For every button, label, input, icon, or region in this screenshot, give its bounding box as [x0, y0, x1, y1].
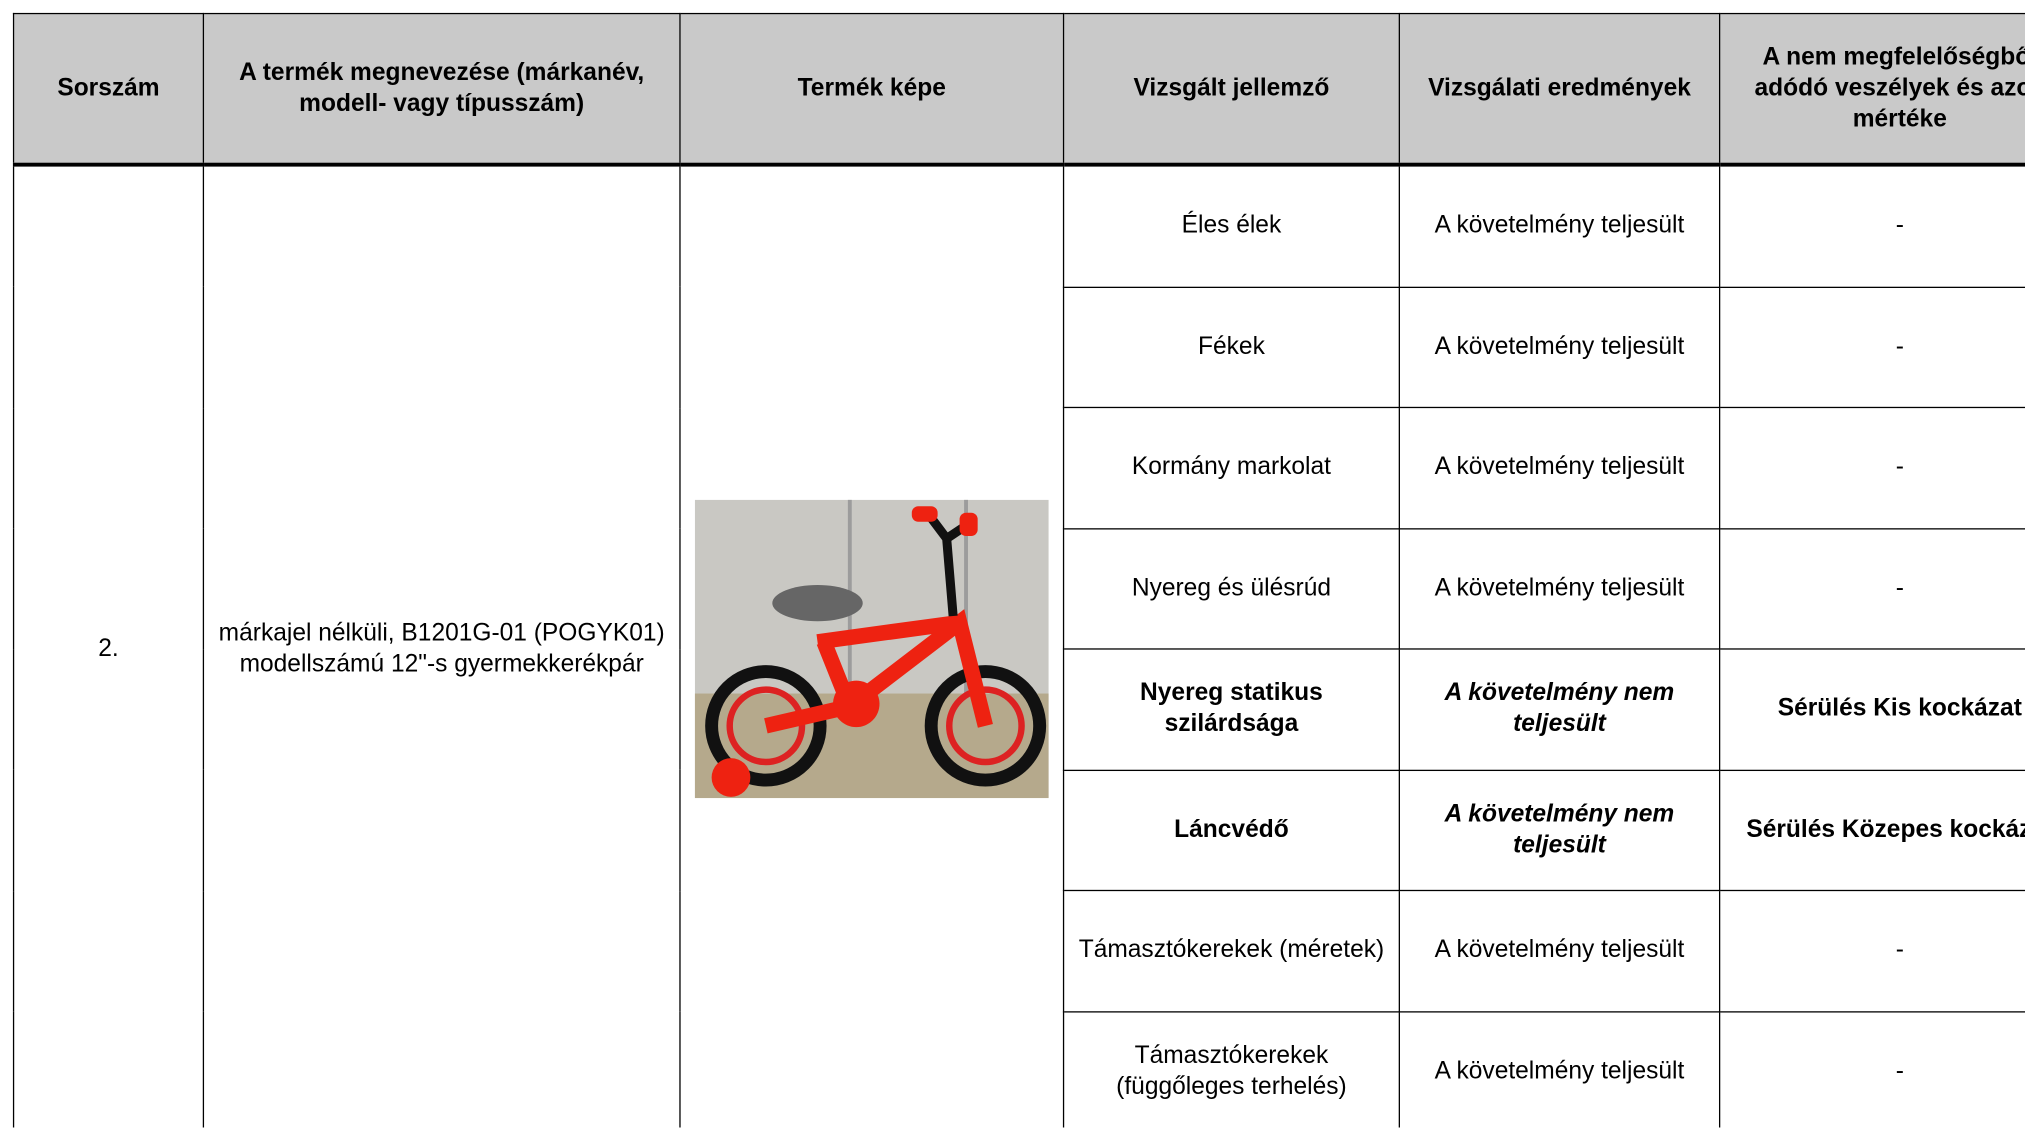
header-cell: Termék képe	[679, 12, 1065, 167]
hazard-cell: -	[1718, 1010, 2025, 1128]
number-cell: 2.	[12, 164, 205, 1128]
table-row: Fékek A követelmény teljesült -	[14, 286, 2025, 409]
hazard-cell: -	[1718, 286, 2025, 409]
header-cell: Vizsgálati eredmények	[1398, 12, 1721, 167]
hazard-cell: Sérülés Kis kockázat	[1718, 648, 2025, 771]
result-cell: A követelmény teljesült	[1398, 1010, 1721, 1128]
result-cell: A követelmény teljesült	[1398, 889, 1721, 1012]
feature-cell: Kormány markolat	[1062, 406, 1400, 529]
result-cell: A követelmény teljesült	[1398, 527, 1721, 650]
result-cell: A követelmény teljesült	[1398, 286, 1721, 409]
header-row: Sorszám A termék megnevezése (márkanév, m…	[12, 12, 2025, 167]
table-row: Nyereg statikus szilárdsága A követelmény…	[14, 648, 2025, 771]
table-row: Támasztókerekek (függőleges terhelés) A k…	[14, 1010, 2025, 1128]
header-cell: Vizsgált jellemző	[1062, 12, 1400, 167]
header-cell: Sorszám	[12, 12, 205, 167]
feature-cell: Nyereg statikus szilárdsága	[1062, 648, 1400, 771]
product-cell: márkajel nélküli, B1201G-01 (POGYK01) mo…	[202, 164, 681, 1128]
hazard-cell: -	[1718, 164, 2025, 288]
hazard-cell: Sérülés Közepes kockázat	[1718, 769, 2025, 892]
feature-cell: Nyereg és ülésrúd	[1062, 527, 1400, 650]
results-table: Sorszám A termék megnevezése (márkanév, m…	[12, 12, 2025, 1128]
feature-cell: Fékek	[1062, 286, 1400, 409]
result-cell: A követelmény teljesült	[1398, 164, 1721, 288]
result-cell: A követelmény nem teljesült	[1398, 769, 1721, 892]
result-cell: A követelmény nem teljesült	[1398, 648, 1721, 771]
table-row: Kormány markolat A követelmény teljesült -	[14, 406, 2025, 529]
feature-cell: Támasztókerekek (méretek)	[1062, 889, 1400, 1012]
hazard-cell: -	[1718, 889, 2025, 1012]
feature-cell: Éles élek	[1062, 164, 1400, 288]
table-body: 2. márkajel nélküli, B1201G-01 (POGYK01) …	[12, 164, 2025, 1128]
header-cell: A termék megnevezése (márkanév, modell- …	[202, 12, 681, 167]
product-image	[694, 499, 1049, 799]
hazard-cell: -	[1718, 527, 2025, 650]
header-cell: A nem megfelelőségből adódó veszélyek és…	[1718, 12, 2025, 167]
hazard-cell: -	[1718, 406, 2025, 529]
feature-cell: Támasztókerekek (függőleges terhelés)	[1062, 1010, 1400, 1128]
feature-cell: Láncvédő	[1062, 769, 1400, 892]
result-cell: A követelmény teljesült	[1398, 406, 1721, 529]
image-cell	[679, 164, 1065, 1128]
table-row: 2. márkajel nélküli, B1201G-01 (POGYK01) …	[12, 164, 2025, 1128]
table-row: Láncvédő A követelmény nem teljesült Sérül…	[14, 769, 2025, 892]
table-row: Nyereg és ülésrúd A követelmény teljesült…	[14, 527, 2025, 650]
